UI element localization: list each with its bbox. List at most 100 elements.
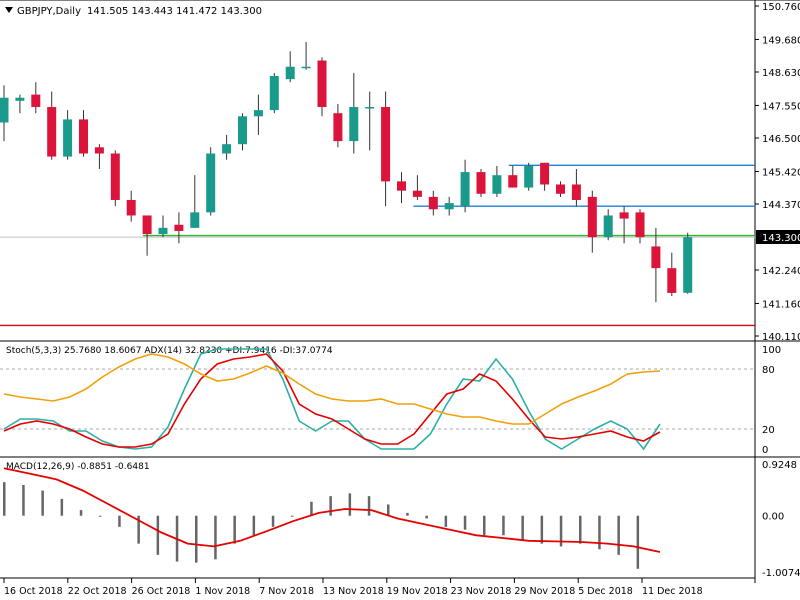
candle[interactable] [15, 94, 25, 114]
oscillator-series-line[interactable] [3, 353, 661, 448]
candle-body [635, 212, 645, 238]
candle-body [285, 66, 295, 80]
candle-body [571, 184, 581, 200]
candle[interactable] [444, 196, 454, 216]
macd-histogram-bar [425, 515, 428, 519]
candle-body [110, 153, 120, 200]
candle[interactable] [301, 41, 311, 70]
candle[interactable] [365, 91, 375, 151]
macd-histogram-bar [41, 490, 44, 516]
candle[interactable] [110, 150, 120, 207]
candle[interactable] [667, 252, 677, 297]
candle[interactable] [222, 134, 232, 160]
date-tick-label: 22 Oct 2018 [68, 586, 127, 597]
candle[interactable] [619, 206, 629, 244]
candle-body [63, 119, 73, 157]
candle[interactable] [508, 165, 518, 188]
macd-histogram-bar [636, 515, 640, 569]
ohlc-values: 141.505 143.443 141.472 143.300 [87, 6, 262, 17]
candle[interactable] [381, 91, 391, 207]
macd-tick-label: 0.9248 [762, 460, 797, 471]
macd-histogram-bar [233, 515, 236, 544]
candle[interactable] [47, 91, 57, 160]
candle[interactable] [31, 82, 41, 114]
candle[interactable] [571, 168, 581, 207]
candle[interactable] [158, 215, 168, 238]
chart-menu-arrow[interactable] [5, 7, 13, 13]
candle[interactable] [412, 175, 422, 200]
candle-body [174, 224, 184, 231]
candle[interactable] [63, 110, 73, 160]
macd-histogram-bar [118, 515, 121, 527]
macd-histogram-bar [579, 515, 582, 544]
candle[interactable] [333, 103, 343, 148]
price-tick-label: 140.110 [762, 332, 800, 343]
candle[interactable] [174, 212, 184, 244]
candle-body [381, 107, 391, 182]
candle[interactable] [142, 215, 152, 256]
candle-body [524, 165, 534, 188]
candle-body [460, 172, 470, 207]
date-tick-label: 13 Nov 2018 [323, 586, 384, 597]
oscillator-series-line[interactable] [3, 348, 661, 451]
candle-body [397, 181, 406, 191]
candle-body [412, 190, 422, 197]
candle[interactable] [0, 85, 9, 142]
candle[interactable] [651, 227, 661, 303]
candle-body [79, 119, 88, 154]
candle[interactable] [476, 168, 486, 197]
candle[interactable] [317, 57, 327, 117]
macd-panel[interactable]: MACD(12,26,9) -0.8851 -0.6481 0.9248 0.00… [3, 460, 800, 579]
price-tick-label: 148.630 [762, 68, 800, 79]
candle-body [619, 212, 629, 219]
candle-body [269, 76, 279, 111]
candle[interactable] [94, 144, 104, 169]
candle-body [667, 268, 677, 293]
price-tick-label: 141.160 [762, 299, 800, 310]
macd-histogram-bar [483, 515, 486, 536]
candle-body [444, 203, 454, 210]
price-panel[interactable]: GBPJPY,Daily 141.505 143.443 141.472 143… [0, 0, 800, 583]
candle[interactable] [428, 190, 438, 216]
candle[interactable] [190, 175, 200, 228]
candle[interactable] [206, 147, 216, 216]
candle[interactable] [524, 162, 534, 191]
candle[interactable] [238, 113, 247, 151]
candle[interactable] [253, 94, 263, 135]
price-tick-label: 146.500 [762, 134, 800, 145]
price-tick-label: 150.760 [762, 2, 800, 13]
candle[interactable] [79, 110, 88, 157]
macd-histogram-bar [310, 501, 313, 516]
stochastic-panel[interactable]: Stoch(5,3,3) 25.7680 18.6067 ADX(14) 32.… [0, 345, 781, 456]
candle-body [126, 199, 136, 216]
candle[interactable] [587, 190, 597, 253]
candle[interactable] [460, 159, 470, 213]
macd-histogram-bar [598, 515, 601, 550]
candle[interactable] [683, 232, 693, 294]
macd-signal-line[interactable] [3, 467, 661, 553]
candle-body [0, 97, 9, 123]
candle[interactable] [397, 172, 406, 204]
macd-histogram-bar [3, 482, 6, 516]
candle[interactable] [349, 72, 359, 154]
candle-body [603, 215, 613, 238]
candle[interactable] [269, 72, 279, 114]
candle-body [492, 175, 502, 194]
candle-body [238, 116, 247, 145]
candle[interactable] [556, 181, 565, 197]
macd-histogram-bar [214, 515, 217, 560]
date-tick-label: 19 Nov 2018 [387, 586, 448, 597]
candle[interactable] [603, 209, 613, 241]
oscillator-series-line[interactable] [3, 353, 661, 425]
macd-histogram-bar [559, 515, 563, 547]
candle[interactable] [540, 162, 550, 191]
macd-histogram-bar [406, 512, 409, 516]
candle[interactable] [635, 209, 645, 244]
candle[interactable] [492, 165, 502, 197]
macd-tick-label: -1.0074 [762, 568, 800, 579]
candle[interactable] [126, 190, 136, 222]
candle[interactable] [285, 51, 295, 83]
price-tick-label: 145.420 [762, 167, 800, 178]
macd-histogram-bar [617, 515, 620, 555]
